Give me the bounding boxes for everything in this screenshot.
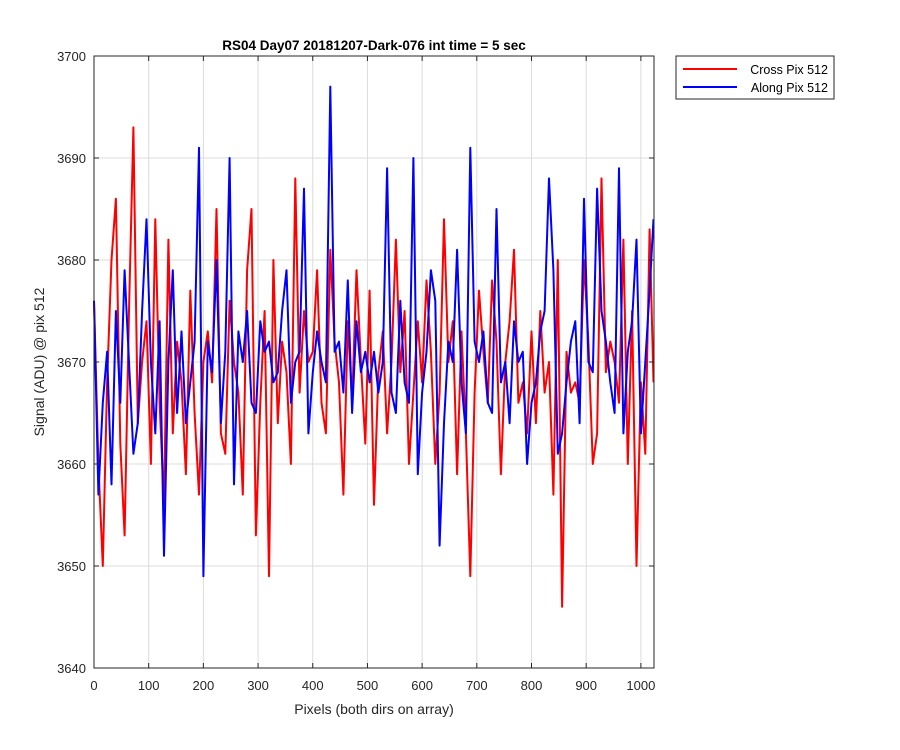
y-tick-label: 3680 (57, 253, 86, 268)
legend-label-along: Along Pix 512 (751, 81, 828, 95)
x-tick-label: 900 (575, 678, 597, 693)
series-line-along-pix-512 (93, 85, 655, 578)
y-tick-label: 3640 (57, 661, 86, 676)
x-tick-label: 800 (521, 678, 543, 693)
x-axis-label: Pixels (both dirs on array) (294, 701, 454, 717)
x-tick-label: 400 (302, 678, 324, 693)
y-tick-label: 3700 (57, 49, 86, 64)
x-tick-label: 300 (247, 678, 269, 693)
x-tick-label: 200 (193, 678, 215, 693)
series-layer (93, 85, 655, 608)
y-tick-label: 3690 (57, 151, 86, 166)
x-tick-label: 1000 (626, 678, 655, 693)
legend-box (675, 55, 835, 100)
x-tick-label: 0 (90, 678, 97, 693)
x-tick-label: 500 (357, 678, 379, 693)
chart-title: RS04 Day07 20181207-Dark-076 int time = … (222, 38, 526, 53)
x-tick-label: 100 (138, 678, 160, 693)
y-tick-label: 3650 (57, 559, 86, 574)
legend: Cross Pix 512 Along Pix 512 (675, 55, 835, 100)
y-tick-label: 3660 (57, 457, 86, 472)
legend-label-cross: Cross Pix 512 (750, 63, 828, 77)
ticks: 0 100 200 300 400 500 600 700 800 900 1000 3640 3650… (57, 49, 655, 693)
y-axis-label: Signal (ADU) @ pix 512 (31, 287, 47, 436)
x-tick-label: 700 (466, 678, 488, 693)
y-tick-label: 3670 (57, 355, 86, 370)
x-tick-label: 600 (411, 678, 433, 693)
